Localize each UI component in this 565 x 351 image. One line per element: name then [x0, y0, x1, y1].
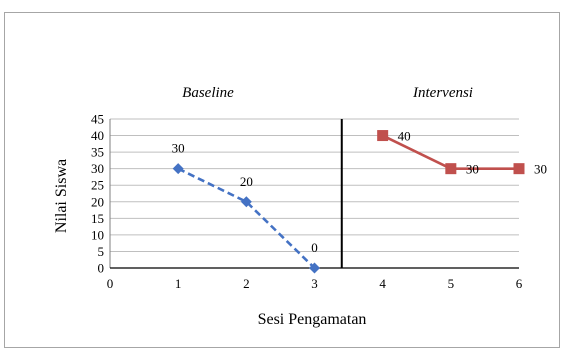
y-tick-label-25: 25 — [91, 178, 104, 193]
y-tick-label-15: 15 — [91, 211, 104, 226]
data-label-intervensi-5: 30 — [466, 162, 479, 177]
point-baseline-2 — [240, 196, 252, 208]
x-tick-label-2: 2 — [243, 276, 250, 291]
y-tick-label-45: 45 — [91, 112, 104, 127]
x-tick-label-5: 5 — [448, 276, 455, 291]
x-tick-label-0: 0 — [107, 276, 114, 291]
point-intervensi-4 — [377, 130, 389, 142]
y-tick-label-35: 35 — [91, 145, 104, 160]
phase-label-intervensi: Intervensi — [412, 85, 473, 101]
x-tick-label-3: 3 — [311, 276, 318, 291]
point-intervensi-5 — [445, 163, 457, 175]
y-tick-label-20: 20 — [91, 194, 104, 209]
data-labels: 30 20 0 40 30 30 — [172, 129, 547, 255]
y-tick-label-40: 40 — [91, 128, 104, 143]
y-tick-label-5: 5 — [98, 244, 105, 259]
y-axis-title: Nilai Siswa — [53, 159, 70, 233]
point-intervensi-6 — [513, 163, 525, 175]
data-label-baseline-3: 0 — [311, 240, 318, 255]
x-tick-label-6: 6 — [516, 276, 523, 291]
data-label-intervensi-6: 30 — [534, 162, 547, 177]
chart-frame — [4, 12, 560, 348]
data-label-baseline-2: 20 — [240, 174, 253, 189]
phase-label-baseline: Baseline — [182, 85, 234, 101]
y-tick-label-10: 10 — [91, 227, 104, 242]
data-label-intervensi-4: 40 — [398, 129, 411, 144]
x-axis-title: Sesi Pengamatan — [258, 311, 367, 328]
y-tick-label-30: 30 — [91, 161, 104, 176]
y-tick-label-0: 0 — [98, 261, 105, 276]
gridlines — [110, 118, 519, 252]
x-tick-label-1: 1 — [175, 276, 182, 291]
series-line-baseline — [177, 167, 316, 269]
point-baseline-3 — [309, 262, 320, 274]
x-tick-label-4: 4 — [379, 276, 386, 291]
point-baseline-1 — [172, 163, 184, 175]
series-group — [172, 130, 525, 274]
data-label-baseline-1: 30 — [172, 141, 185, 156]
